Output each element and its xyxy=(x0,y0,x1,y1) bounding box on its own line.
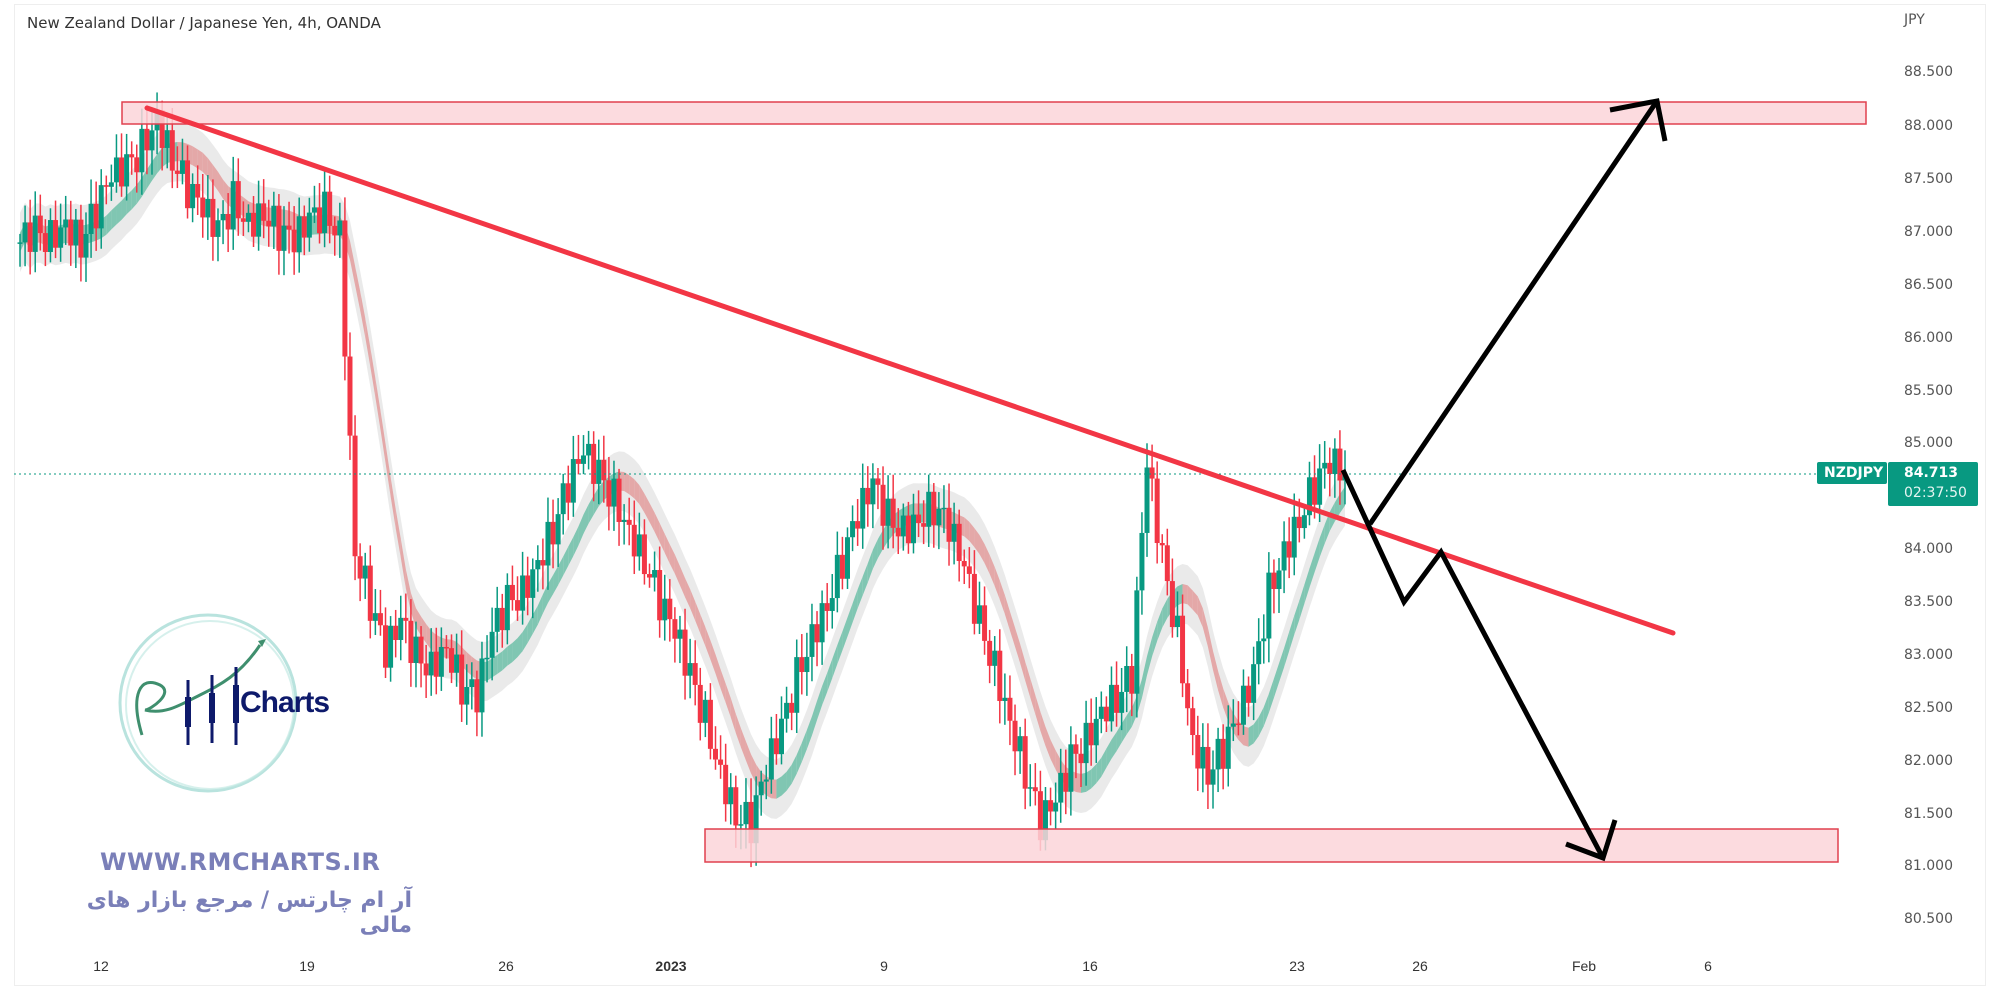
price-tick: 80.500 xyxy=(1904,911,1953,927)
price-axis[interactable]: JPY 88.500 88.000 87.500 87.000 86.500 8… xyxy=(1880,0,1986,980)
price-tick: 83.500 xyxy=(1904,594,1953,610)
time-tick: 9 xyxy=(880,958,888,974)
price-tick: 82.500 xyxy=(1904,700,1953,716)
price-tick: 83.000 xyxy=(1904,647,1953,663)
time-tick-year: 2023 xyxy=(655,958,687,974)
price-tick: 87.500 xyxy=(1904,171,1953,187)
candlesticks xyxy=(17,92,1348,868)
price-tick: 87.000 xyxy=(1904,224,1953,240)
chart-title: New Zealand Dollar / Japanese Yen, 4h, O… xyxy=(27,14,381,32)
price-tick: 82.000 xyxy=(1904,753,1953,769)
descending-trendline[interactable] xyxy=(144,105,1676,636)
price-tick: 81.500 xyxy=(1904,806,1953,822)
price-tick: 84.000 xyxy=(1904,541,1953,557)
resistance-zone[interactable] xyxy=(121,101,1867,125)
time-tick: Feb xyxy=(1571,958,1597,974)
price-tick: 86.000 xyxy=(1904,330,1953,346)
bar-countdown: 02:37:50 xyxy=(1904,485,1967,501)
price-tick: 85.500 xyxy=(1904,383,1953,399)
currency-label: JPY xyxy=(1904,12,1925,28)
time-tick: 6 xyxy=(1704,958,1712,974)
bullish-arrowhead-icon xyxy=(1609,98,1668,142)
price-tick: 81.000 xyxy=(1904,858,1953,874)
last-price-value: 84.713 xyxy=(1904,465,1959,481)
price-tick: 86.500 xyxy=(1904,277,1953,293)
last-price-label xyxy=(1888,462,1978,506)
watermark-logo-icon xyxy=(118,613,298,793)
time-tick: 16 xyxy=(1082,958,1098,974)
symbol-text: NZDJPY xyxy=(1824,465,1884,481)
time-tick: 12 xyxy=(93,958,109,974)
watermark-website: WWW.RMCHARTS.IR xyxy=(100,848,381,876)
price-tick: 85.000 xyxy=(1904,435,1953,451)
watermark-tagline: آر ام چارتس / مرجع بازار های مالی xyxy=(86,888,412,938)
time-tick: 23 xyxy=(1289,958,1305,974)
bearish-arrowhead-icon xyxy=(1565,819,1618,862)
time-tick: 19 xyxy=(299,958,315,974)
bearish-projection-path[interactable] xyxy=(1340,468,1606,860)
watermark-logo-text: Charts xyxy=(240,686,330,719)
price-tick: 88.000 xyxy=(1904,118,1953,134)
time-tick: 26 xyxy=(1412,958,1428,974)
symbol-label xyxy=(1817,462,1887,484)
support-zone[interactable] xyxy=(704,828,1839,863)
time-tick: 26 xyxy=(498,958,514,974)
price-tick: 88.500 xyxy=(1904,64,1953,80)
bullish-projection-path[interactable] xyxy=(1367,99,1660,526)
chart-frame xyxy=(14,4,1986,986)
